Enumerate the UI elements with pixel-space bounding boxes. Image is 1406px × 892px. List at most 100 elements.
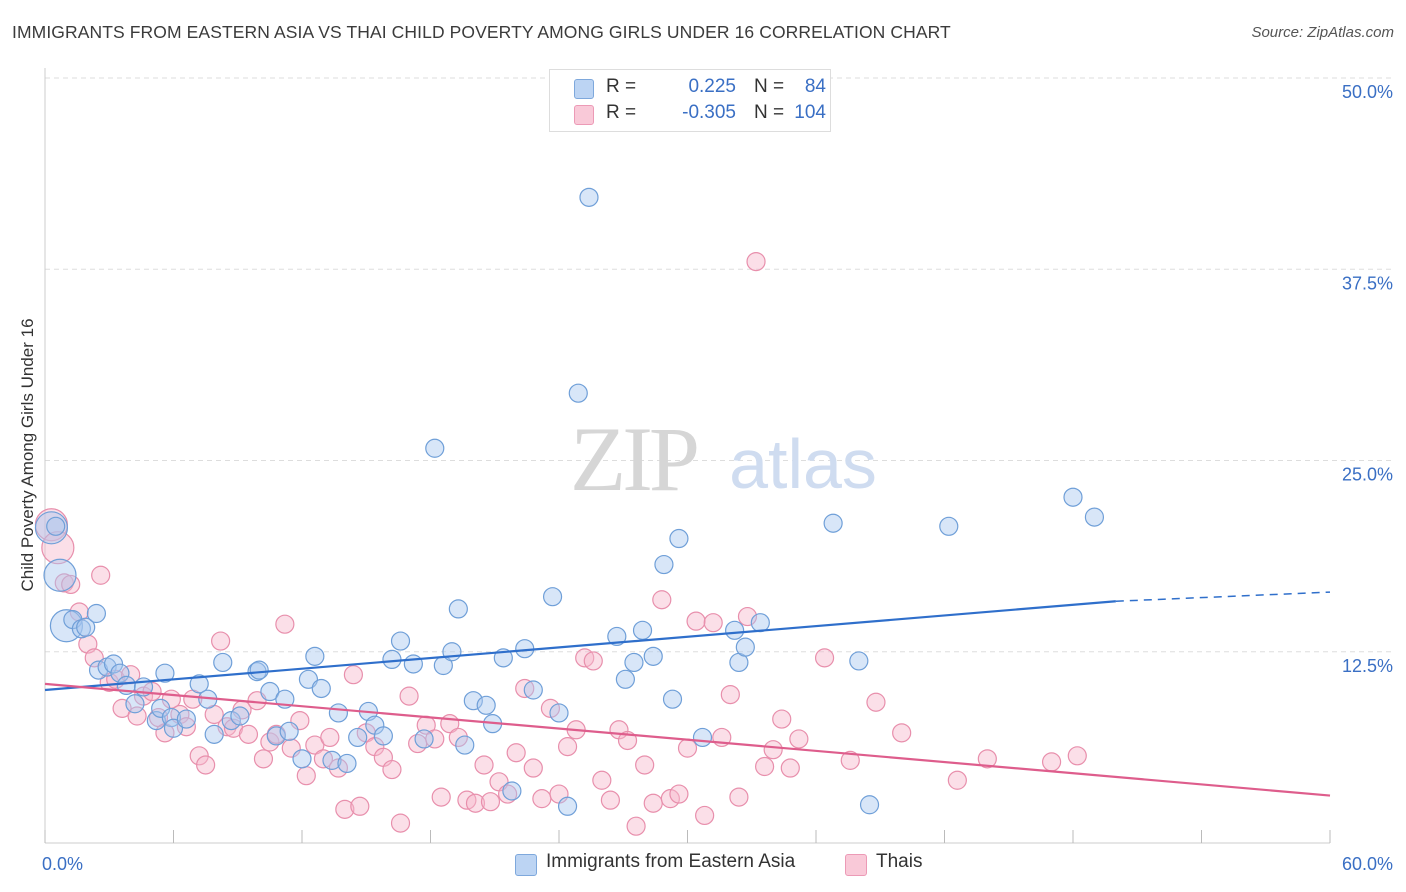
eastern-asia-point [305,646,325,666]
eastern-asia-point [463,691,483,711]
eastern-asia-point [632,620,653,640]
eastern-asia-point [328,703,349,723]
thais-point [754,756,775,777]
thais-point [643,793,663,813]
thais-point [91,565,111,585]
eastern-asia-trend-line [44,600,1116,692]
thais-point [196,755,216,775]
thais-point [343,665,363,685]
eastern-asia-points [34,187,1105,816]
thais-point [41,531,75,565]
eastern-asia-point [86,603,107,624]
thais-point [814,648,835,668]
legend-n-label: N = [754,102,785,123]
thais-point [390,813,411,833]
eastern-asia-trend-extension [1115,591,1331,603]
thais-point [583,651,603,671]
eastern-asia-point [260,681,280,702]
eastern-asia-point [502,781,522,801]
eastern-asia-point [615,669,635,689]
legend-n-value: 84 [804,76,826,97]
thais-point [592,770,612,790]
bottom-legend-label: Thais [876,851,923,872]
thais-point [557,737,578,757]
eastern-asia-point [213,652,233,673]
thais-point [772,709,792,729]
thais-point [540,698,561,718]
eastern-asia-point [176,709,196,729]
thais-point [112,698,132,718]
eastern-asia-point [448,599,468,619]
thais-point [425,729,445,749]
y-axis-label: Child Poverty Among Girls Under 16 [18,318,37,592]
thais-point [1041,752,1062,772]
thais-point [677,738,698,758]
eastern-asia-point [859,795,880,815]
correlation-legend: R = 0.225 N = 84 R = -0.305 N = 104 [549,69,831,132]
thais-point [1067,746,1087,766]
thais-point [305,735,325,755]
thais-point [947,770,967,790]
thais-point [350,796,370,816]
thais-point [686,611,706,631]
thais-point [600,790,621,810]
eastern-asia-point [382,649,402,670]
thais-point [335,799,355,819]
eastern-asia-point [542,587,563,607]
thais-point [780,758,800,778]
thais-point [253,749,274,769]
y-tick-label: 37.5% [1342,273,1393,293]
y-tick-label: 12.5% [1342,656,1393,676]
tick-labels: 12.5% 25.0% 37.5% 50.0% 0.0% 60.0% [42,82,1393,874]
eastern-asia-point [322,750,342,770]
eastern-asia-point [266,726,286,746]
thais-trend-line [44,682,1331,797]
eastern-asia-point [939,516,959,536]
thais-point [382,759,402,780]
eastern-asia-point [669,528,689,549]
thais-point [703,613,723,633]
thais-point [480,792,501,812]
bottom-legend-label: Immigrants from Eastern Asia [546,851,796,872]
watermark-atlas: atlas [729,425,877,503]
thais-point [729,787,749,807]
trend-lines [44,591,1331,797]
thais-point [211,631,231,651]
legend-r-value: 0.225 [688,76,736,97]
eastern-asia-point [662,689,683,709]
eastern-asia-point [735,637,755,657]
y-tick-label: 25.0% [1342,465,1393,485]
eastern-asia-point [1063,487,1083,507]
thais-point [296,766,316,786]
thais-point [977,749,997,769]
eastern-asia-point [403,654,423,674]
eastern-asia-point [624,652,644,673]
thais-point [399,686,419,706]
watermark: ZIP atlas [570,408,877,510]
eastern-asia-point [568,383,588,403]
eastern-asia-point [607,626,627,647]
eastern-asia-point [125,694,145,714]
eastern-asia-point [34,511,69,545]
eastern-asia-point [549,703,569,723]
eastern-asia-point [1084,507,1105,527]
x-tick-label: 0.0% [42,854,83,874]
bottom-legend-swatch-pink [845,854,867,876]
legend-r-label: R = [606,102,637,123]
eastern-asia-point [373,726,393,746]
chart-title: IMMIGRANTS FROM EASTERN ASIA VS THAI CHI… [12,22,951,42]
eastern-asia-point [221,710,241,731]
eastern-asia-point [43,558,77,592]
eastern-asia-point [76,617,96,637]
thais-point [532,789,552,809]
gridlines [45,77,1395,653]
thais-point [892,723,912,743]
eastern-asia-point [110,663,130,683]
eastern-asia-point [204,724,224,744]
eastern-asia-point [311,678,331,699]
eastern-asia-point [279,721,299,741]
thais-point [328,758,349,778]
eastern-asia-point [425,438,445,458]
thais-point [660,789,680,809]
